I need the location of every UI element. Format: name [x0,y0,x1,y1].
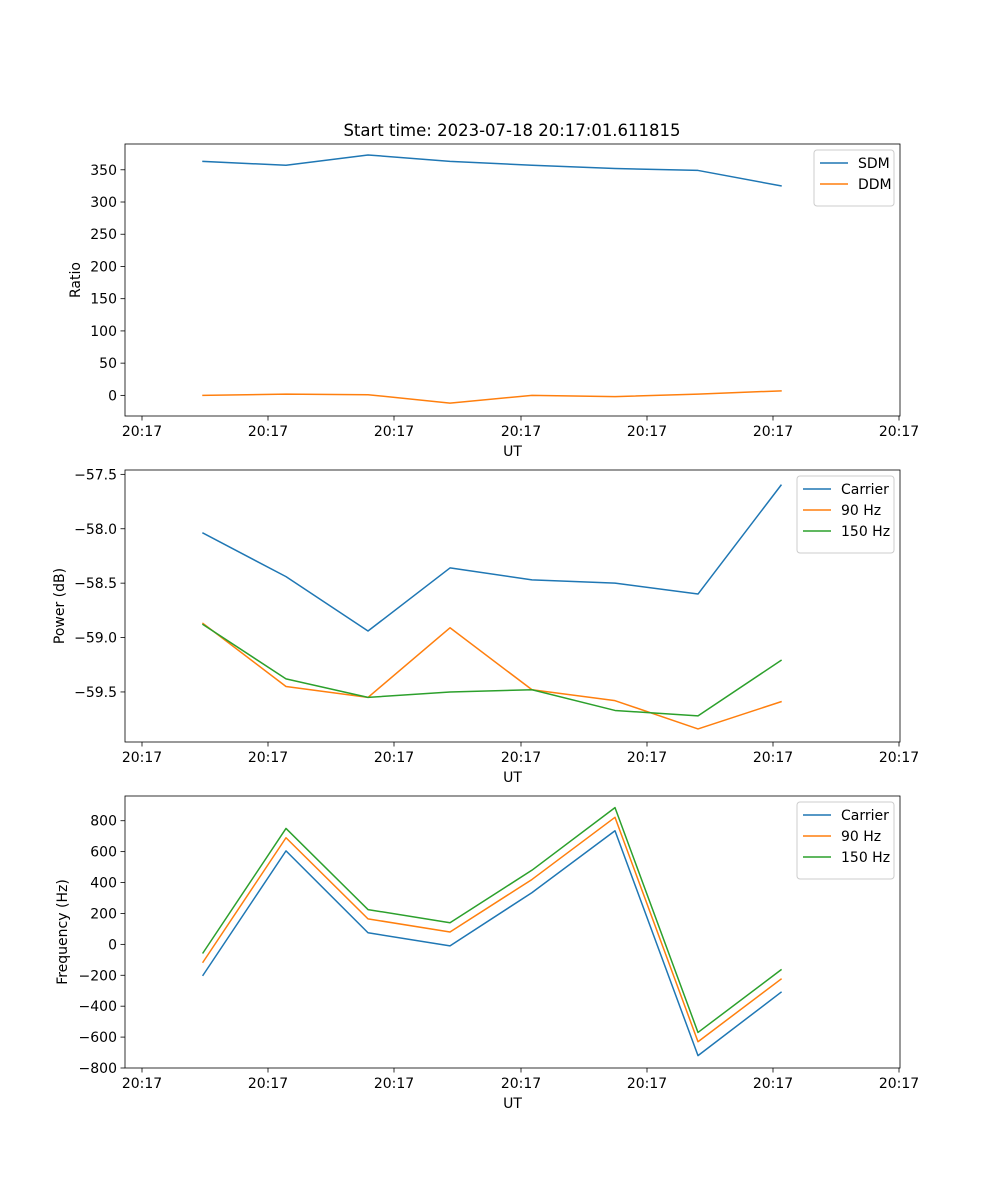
x-tick-label: 20:17 [879,1076,919,1092]
series-line-150-hz [201,623,783,717]
legend-box [813,149,895,207]
legend-entry-label: Carrier [841,482,889,498]
subplot-1: 20:17 20:17 20:17 20:17 20:17 20:17 20:17 0 50 10… [68,143,919,460]
x-axis-label: UT [503,444,522,460]
x-axis-label: UT [503,1096,522,1112]
series-line-150-hz [201,806,783,1034]
x-tick-label: 20:17 [122,1076,162,1092]
x-tick-label: 20:17 [879,424,919,440]
x-tick-label: 20:17 [374,750,414,766]
y-tick-label: 400 [90,876,117,892]
y-tick-label: 0 [108,937,117,953]
x-tick-label: 20:17 [374,1076,414,1092]
series-line-carrier [201,830,783,1057]
x-tick-label: 20:17 [248,424,288,440]
legend-entry-label: 90 Hz [841,503,881,519]
x-axis-label: UT [503,770,522,786]
x-tick-label: 20:17 [122,750,162,766]
legend: Carrier 90 Hz 150 Hz [796,801,895,880]
y-axis-label: Frequency (Hz) [55,879,71,985]
y-tick-label: −59.0 [74,631,117,647]
x-tick-label: 20:17 [501,424,541,440]
y-tick-label: 200 [90,906,117,922]
x-tick-label: 20:17 [879,750,919,766]
series-line-carrier [201,484,783,632]
legend-entry-label: DDM [858,177,892,193]
legend-entry-label: SDM [858,156,890,172]
axes-frame [124,795,901,1069]
y-tick-label: −58.0 [74,522,117,538]
subplots: 20:17 20:17 20:17 20:17 20:17 20:17 20:17 0 50 10… [52,143,919,1112]
y-tick-label: 200 [90,259,117,275]
series-line-sdm [202,154,782,187]
legend-box [796,475,895,554]
y-tick-label: 300 [90,195,117,211]
legend-entry-label: 90 Hz [841,829,881,845]
y-tick-label: −600 [79,1030,117,1046]
x-tick-label: 20:17 [248,750,288,766]
subplot-3: 20:17 20:17 20:17 20:17 20:17 20:17 20:17 −800 −… [55,795,919,1112]
legend: Carrier 90 Hz 150 Hz [796,475,895,554]
y-tick-label: −57.5 [74,467,117,483]
y-tick-label: 800 [90,814,117,830]
x-tick-label: 20:17 [374,424,414,440]
y-tick-label: −200 [79,968,117,984]
x-tick-label: 20:17 [248,1076,288,1092]
x-tick-label: 20:17 [627,750,667,766]
series-line-90-hz [201,816,783,1043]
y-tick-label: −58.5 [74,576,117,592]
y-tick-label: 350 [90,163,117,179]
y-tick-label: 600 [90,845,117,861]
x-tick-label: 20:17 [501,750,541,766]
y-tick-label: 0 [108,388,117,404]
legend-entry-label: Carrier [841,808,889,824]
x-tick-label: 20:17 [122,424,162,440]
legend-entry-label: 150 Hz [841,524,890,540]
y-tick-label: −400 [79,999,117,1015]
y-tick-label: 100 [90,324,117,340]
series-line-90-hz [201,622,782,730]
chart-title: Start time: 2023-07-18 20:17:01.611815 [343,121,680,140]
x-tick-label: 20:17 [627,1076,667,1092]
axes-frame [124,143,901,417]
y-tick-label: −800 [79,1061,117,1077]
axes-frame [124,469,901,743]
y-tick-label: 150 [90,292,117,308]
legend-entry-label: 150 Hz [841,850,890,866]
y-tick-label: 50 [99,356,117,372]
legend-box [796,801,895,880]
x-tick-label: 20:17 [753,1076,793,1092]
series-line-ddm [202,390,782,404]
y-axis-label: Ratio [68,262,84,298]
y-axis-label: Power (dB) [52,568,68,644]
x-tick-label: 20:17 [627,424,667,440]
legend: SDM DDM [813,149,895,207]
y-tick-label: −59.5 [74,685,117,701]
x-tick-label: 20:17 [501,1076,541,1092]
x-tick-label: 20:17 [753,750,793,766]
subplot-2: 20:17 20:17 20:17 20:17 20:17 20:17 20:17 −59.5… [52,467,919,786]
x-tick-label: 20:17 [753,424,793,440]
y-tick-label: 250 [90,227,117,243]
